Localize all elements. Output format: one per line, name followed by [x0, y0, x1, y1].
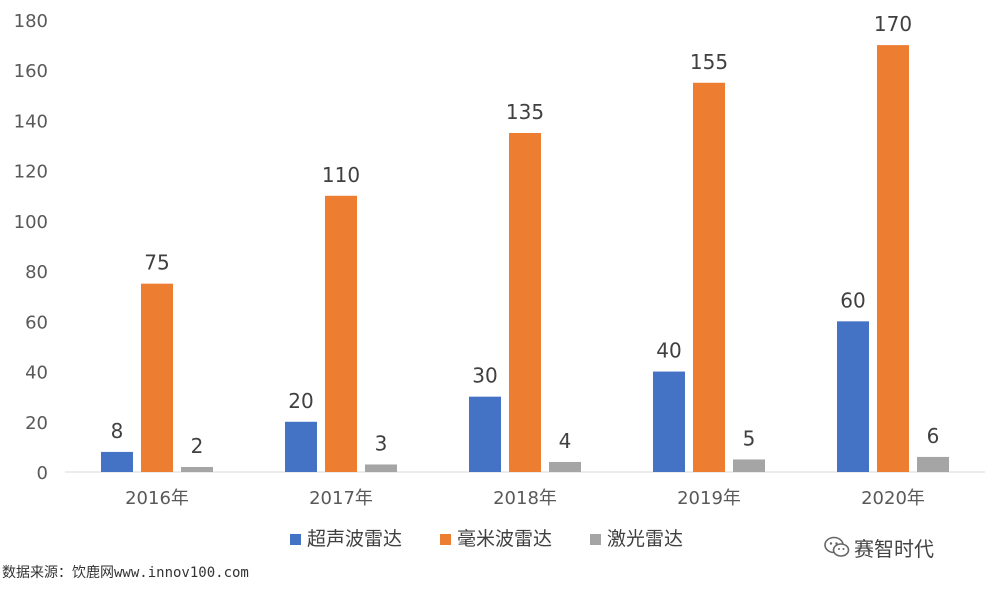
data-label: 135: [506, 100, 544, 124]
x-tick-label: 2017年: [309, 488, 373, 509]
y-tick-label: 80: [25, 262, 48, 283]
x-tick-label: 2016年: [125, 488, 189, 509]
y-tick-label: 140: [14, 111, 48, 132]
data-label: 8: [111, 419, 124, 443]
bar: [181, 466, 213, 472]
bar: [653, 371, 685, 472]
data-labels: 8 75 2 20 110 3 30 135 4 40 155 5 60 170 6: [111, 12, 940, 458]
x-axis-ticks: 2016年 2017年 2018年 2019年 2020年: [125, 488, 925, 509]
y-tick-label: 40: [25, 363, 48, 384]
legend-label: 毫米波雷达: [457, 528, 552, 550]
bars: [101, 45, 949, 473]
data-label: 75: [144, 251, 169, 275]
data-label: 4: [559, 429, 572, 453]
bar-chart: 0 20 40 60 80 100 120 140 160 180 8 75 2 20 110 3 30 135…: [14, 11, 985, 550]
y-tick-label: 180: [14, 11, 48, 32]
data-label: 110: [322, 163, 360, 187]
legend-label: 激光雷达: [607, 528, 683, 550]
y-tick-label: 100: [14, 212, 48, 233]
y-axis-ticks: 0 20 40 60 80 100 120 140 160 180: [14, 11, 48, 484]
y-tick-label: 120: [14, 162, 48, 183]
bar: [469, 396, 501, 472]
data-label: 5: [743, 426, 756, 450]
x-tick-label: 2019年: [677, 488, 741, 509]
data-label: 3: [375, 431, 388, 455]
bar: [837, 321, 869, 472]
bar: [285, 421, 317, 472]
x-tick-label: 2020年: [861, 488, 925, 509]
watermark: 赛智时代: [824, 532, 934, 562]
source-text: 数据来源：饮鹿网www.innov100.com: [2, 565, 249, 581]
y-tick-label: 20: [25, 413, 48, 434]
legend-swatch: [290, 534, 301, 545]
bar: [365, 464, 397, 472]
data-label: 20: [288, 389, 313, 413]
y-tick-label: 0: [37, 463, 48, 484]
bar: [877, 45, 909, 472]
legend: 超声波雷达 毫米波雷达 激光雷达: [290, 528, 683, 550]
legend-swatch: [440, 534, 451, 545]
watermark-text: 赛智时代: [854, 536, 934, 561]
data-label: 60: [840, 288, 865, 312]
data-label: 40: [656, 339, 681, 363]
bar: [509, 133, 541, 472]
y-tick-label: 160: [14, 61, 48, 82]
bar: [733, 459, 765, 472]
data-label: 170: [874, 12, 912, 36]
data-label: 155: [690, 50, 728, 74]
bar: [693, 82, 725, 473]
legend-swatch: [590, 534, 601, 545]
data-label: 30: [472, 364, 497, 388]
wechat-icon: [824, 536, 850, 557]
legend-label: 超声波雷达: [307, 528, 402, 550]
bar: [325, 195, 357, 472]
bar: [141, 283, 173, 472]
bar: [549, 461, 581, 472]
data-label: 2: [191, 434, 204, 458]
data-label: 6: [927, 424, 940, 448]
bar: [101, 451, 133, 472]
x-tick-label: 2018年: [493, 488, 557, 509]
y-tick-label: 60: [25, 312, 48, 333]
bar: [917, 456, 949, 472]
